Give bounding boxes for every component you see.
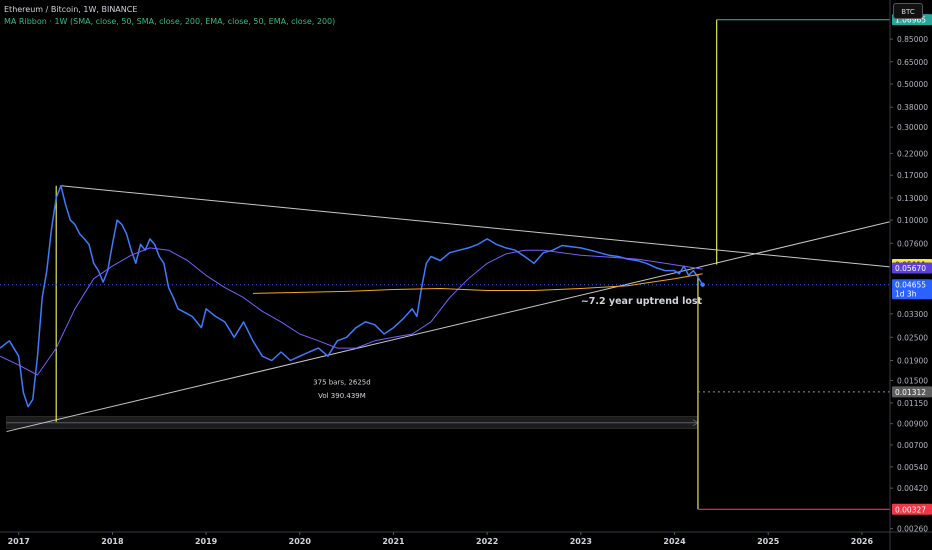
range-measure: [6, 415, 699, 430]
price-tick-label: 0.02500: [897, 333, 928, 342]
price-tick-label: 0.00260: [897, 525, 928, 534]
series-line-sma-50: [0, 247, 703, 376]
price-tick-label: 0.22000: [897, 149, 928, 158]
price-tick-label: 0.01150: [897, 399, 928, 408]
price-tick-label: 0.03300: [897, 310, 928, 319]
time-tick-label: 2020: [289, 537, 312, 546]
price-tick-label: 0.01500: [897, 376, 928, 385]
price-tag: 0.01312: [892, 386, 932, 398]
annotation-uptrend-lost: ~7.2 year uptrend lost: [581, 296, 703, 307]
time-tick-label: 2023: [570, 537, 592, 546]
price-tick-label: 0.85000: [897, 35, 928, 44]
time-tick-label: 2018: [101, 537, 124, 546]
series-line-ema-200: [252, 273, 703, 294]
price-tag-label: 0.05670: [895, 264, 926, 273]
time-tick-label: 2024: [663, 537, 686, 546]
time-tick-label: 2025: [757, 537, 780, 546]
price-tick-label: 0.17000: [897, 171, 928, 180]
price-tag-bg: [892, 262, 932, 274]
range-measure-label: Vol 390.439M: [318, 392, 366, 400]
price-tick-label: 0.10000: [897, 216, 928, 225]
price-tick-label: 0.65000: [897, 58, 928, 67]
time-tick-label: 2017: [8, 537, 30, 546]
price-tag-label: 1.06965: [895, 16, 926, 25]
price-tick-label: 0.00420: [897, 484, 928, 493]
chart-annotations: ~7.2 year uptrend lost 375 bars, 2625d Vol…: [313, 296, 702, 400]
price-tag-label: 0.04655: [895, 281, 926, 290]
time-axis[interactable]: 2017 2018 2019 2020 2021 2022 2023 2024 2025 2026: [0, 531, 932, 546]
price-tag-label: 0.00327: [895, 505, 926, 514]
price-tick-label: 0.13000: [897, 194, 928, 203]
price-axis[interactable]: 0.85000 0.65000 0.50000 0.38000 0.30000 0.220…: [889, 0, 928, 550]
price-tick-label: 0.30000: [897, 123, 928, 132]
series-line-eth-btc: [0, 185, 704, 408]
indicator-legend[interactable]: MA Ribbon · 1W (SMA, close, 50, SMA, clo…: [4, 17, 336, 26]
price-tick-label: 0.01900: [897, 357, 928, 366]
price-tick-label: 0.00700: [897, 441, 928, 450]
drawing-lines: [0, 19, 891, 510]
price-tick-label: 0.38000: [897, 103, 928, 112]
currency-button[interactable]: BTC: [893, 3, 923, 19]
price-tag: 0.05670: [892, 262, 932, 274]
price-tag-bg: [892, 503, 932, 515]
price-tag-countdown: 1d 3h: [895, 290, 917, 299]
price-tag: 0.00327: [892, 503, 932, 515]
range-measure-label: 375 bars, 2625d: [313, 379, 371, 387]
time-tick-label: 2022: [476, 537, 498, 546]
price-tick-label: 0.00540: [897, 463, 928, 472]
price-tick-label: 0.50000: [897, 80, 928, 89]
price-tag-bg: [892, 279, 932, 300]
last-price-dot: [700, 282, 705, 287]
price-tag-bg: [892, 386, 932, 398]
time-tick-label: 2021: [382, 537, 405, 546]
descending-trendline: [60, 185, 891, 268]
chart-series: [0, 185, 705, 408]
price-tag-label: 0.01312: [895, 388, 926, 397]
ascending-trendline: [6, 221, 891, 433]
symbol-title[interactable]: Ethereum / Bitcoin, 1W, BINANCE: [4, 5, 138, 14]
time-tick-label: 2019: [195, 537, 218, 546]
time-tick-label: 2026: [851, 537, 874, 546]
price-tick-label: 0.07600: [897, 239, 928, 248]
price-tick-label: 0.00900: [897, 420, 928, 429]
